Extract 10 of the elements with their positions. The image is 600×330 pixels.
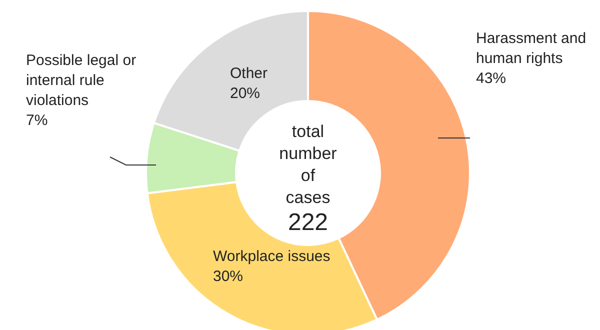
slice-label: Workplace issues: [213, 248, 330, 265]
data-label: 43%: [476, 70, 506, 87]
data-label: 7%: [26, 112, 48, 129]
slice-label: Harassment and human rights: [476, 30, 586, 67]
slice-label: Possible legal or internal rule violations: [26, 52, 136, 109]
text: 222: [286, 209, 330, 237]
slice-label: Other: [230, 65, 268, 82]
data-label: 20%: [230, 85, 260, 102]
data-label: 30%: [213, 268, 244, 285]
text: total number of cases: [278, 121, 338, 209]
